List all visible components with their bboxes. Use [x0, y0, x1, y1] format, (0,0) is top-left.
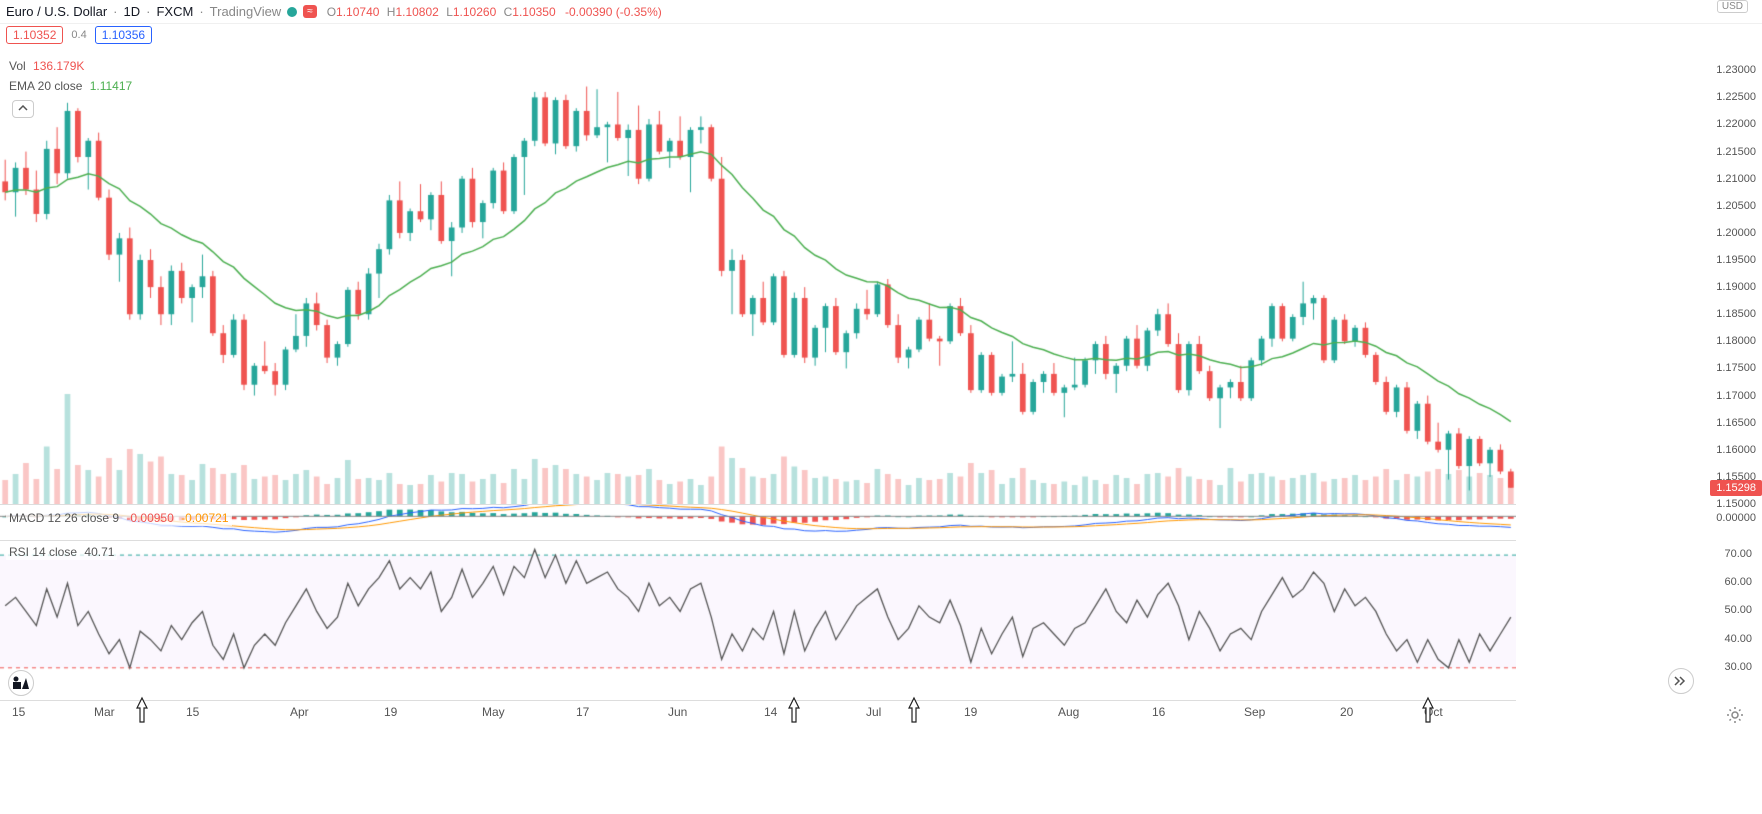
annotation-arrow-up-icon [787, 696, 801, 724]
time-tick: May [482, 705, 505, 719]
bid-box[interactable]: 1.10352 [6, 26, 63, 44]
price-tick: 1.18500 [1716, 308, 1756, 320]
rsi-tick: 30.00 [1724, 661, 1752, 673]
time-tick: 15 [186, 705, 199, 719]
rsi-indicator-label[interactable]: RSI 14 close 40.71 [6, 544, 117, 560]
time-tick: 14 [764, 705, 777, 719]
price-tick: 1.21000 [1716, 173, 1756, 185]
rsi-axis[interactable]: 70.00 60.00 50.00 40.00 30.00 [1702, 540, 1762, 695]
main-price-chart[interactable] [0, 54, 1516, 504]
time-axis[interactable]: 15Mar15Apr19May17Jun14Jul19Aug16Sep20Oct [0, 700, 1516, 724]
rsi-tick: 60.00 [1724, 576, 1752, 588]
time-tick: Mar [94, 705, 115, 719]
ask-box[interactable]: 1.10356 [95, 26, 152, 44]
price-tick: 1.17500 [1716, 362, 1756, 374]
macd-axis-zero: 0.00000 [1716, 512, 1756, 524]
interval[interactable]: 1D [124, 4, 141, 19]
price-tick: 1.19500 [1716, 254, 1756, 266]
time-tick: 19 [384, 705, 397, 719]
last-price-badge: 1.15298 [1710, 480, 1762, 496]
annotation-arrow-up-icon [135, 696, 149, 724]
price-tick: 1.20500 [1716, 200, 1756, 212]
price-tick: 1.17000 [1716, 390, 1756, 402]
price-tick: 1.21500 [1716, 146, 1756, 158]
rsi-pane[interactable] [0, 540, 1516, 695]
go-to-latest-button[interactable] [1668, 668, 1694, 694]
time-tick: 20 [1340, 705, 1353, 719]
market-open-dot-icon [287, 7, 297, 17]
bid-ask-row: 1.10352 0.4 1.10356 [0, 24, 1762, 46]
time-tick: 17 [576, 705, 589, 719]
price-tick: 1.18000 [1716, 335, 1756, 347]
price-tick: 1.15000 [1716, 498, 1756, 510]
rsi-tick: 40.00 [1724, 633, 1752, 645]
price-tick: 1.16500 [1716, 417, 1756, 429]
rsi-tick: 50.00 [1724, 604, 1752, 616]
price-tick: 1.22000 [1716, 118, 1756, 130]
time-tick: Jun [668, 705, 687, 719]
annotation-arrow-up-icon [1421, 696, 1435, 724]
price-tick: 1.19000 [1716, 281, 1756, 293]
price-tick: 1.16000 [1716, 444, 1756, 456]
price-tick: 1.23000 [1716, 64, 1756, 76]
time-tick: 16 [1152, 705, 1165, 719]
time-tick: Aug [1058, 705, 1079, 719]
volume-indicator-label[interactable]: Vol 136.179K [6, 58, 87, 74]
rsi-tick: 70.00 [1724, 548, 1752, 560]
chart-header: Euro / U.S. Dollar · 1D · FXCM · Trading… [0, 0, 1762, 24]
price-tick: 1.20000 [1716, 227, 1756, 239]
time-tick: 15 [12, 705, 25, 719]
platform-label: TradingView [210, 4, 282, 19]
exchange: FXCM [156, 4, 193, 19]
annotation-arrow-up-icon [907, 696, 921, 724]
price-axis[interactable]: 1.23000 1.22500 1.22000 1.21500 1.21000 1.205… [1702, 0, 1762, 500]
price-tick: 1.22500 [1716, 91, 1756, 103]
spread: 0.4 [71, 29, 86, 41]
time-tick: 19 [964, 705, 977, 719]
time-tick: Apr [290, 705, 309, 719]
tradingview-logo-icon[interactable] [8, 670, 34, 696]
time-tick: Jul [866, 705, 881, 719]
approx-badge-icon: ≈ [303, 5, 317, 18]
ema-indicator-label[interactable]: EMA 20 close 1.11417 [6, 78, 135, 94]
time-tick: Sep [1244, 705, 1265, 719]
ohlc-readout: O1.10740 H1.10802 L1.10260 C1.10350 -0.0… [323, 5, 662, 19]
settings-gear-icon[interactable] [1726, 706, 1744, 724]
macd-indicator-label[interactable]: MACD 12 26 close 9 -0.00950 -0.00721 [6, 510, 232, 526]
symbol-name[interactable]: Euro / U.S. Dollar [6, 4, 107, 19]
